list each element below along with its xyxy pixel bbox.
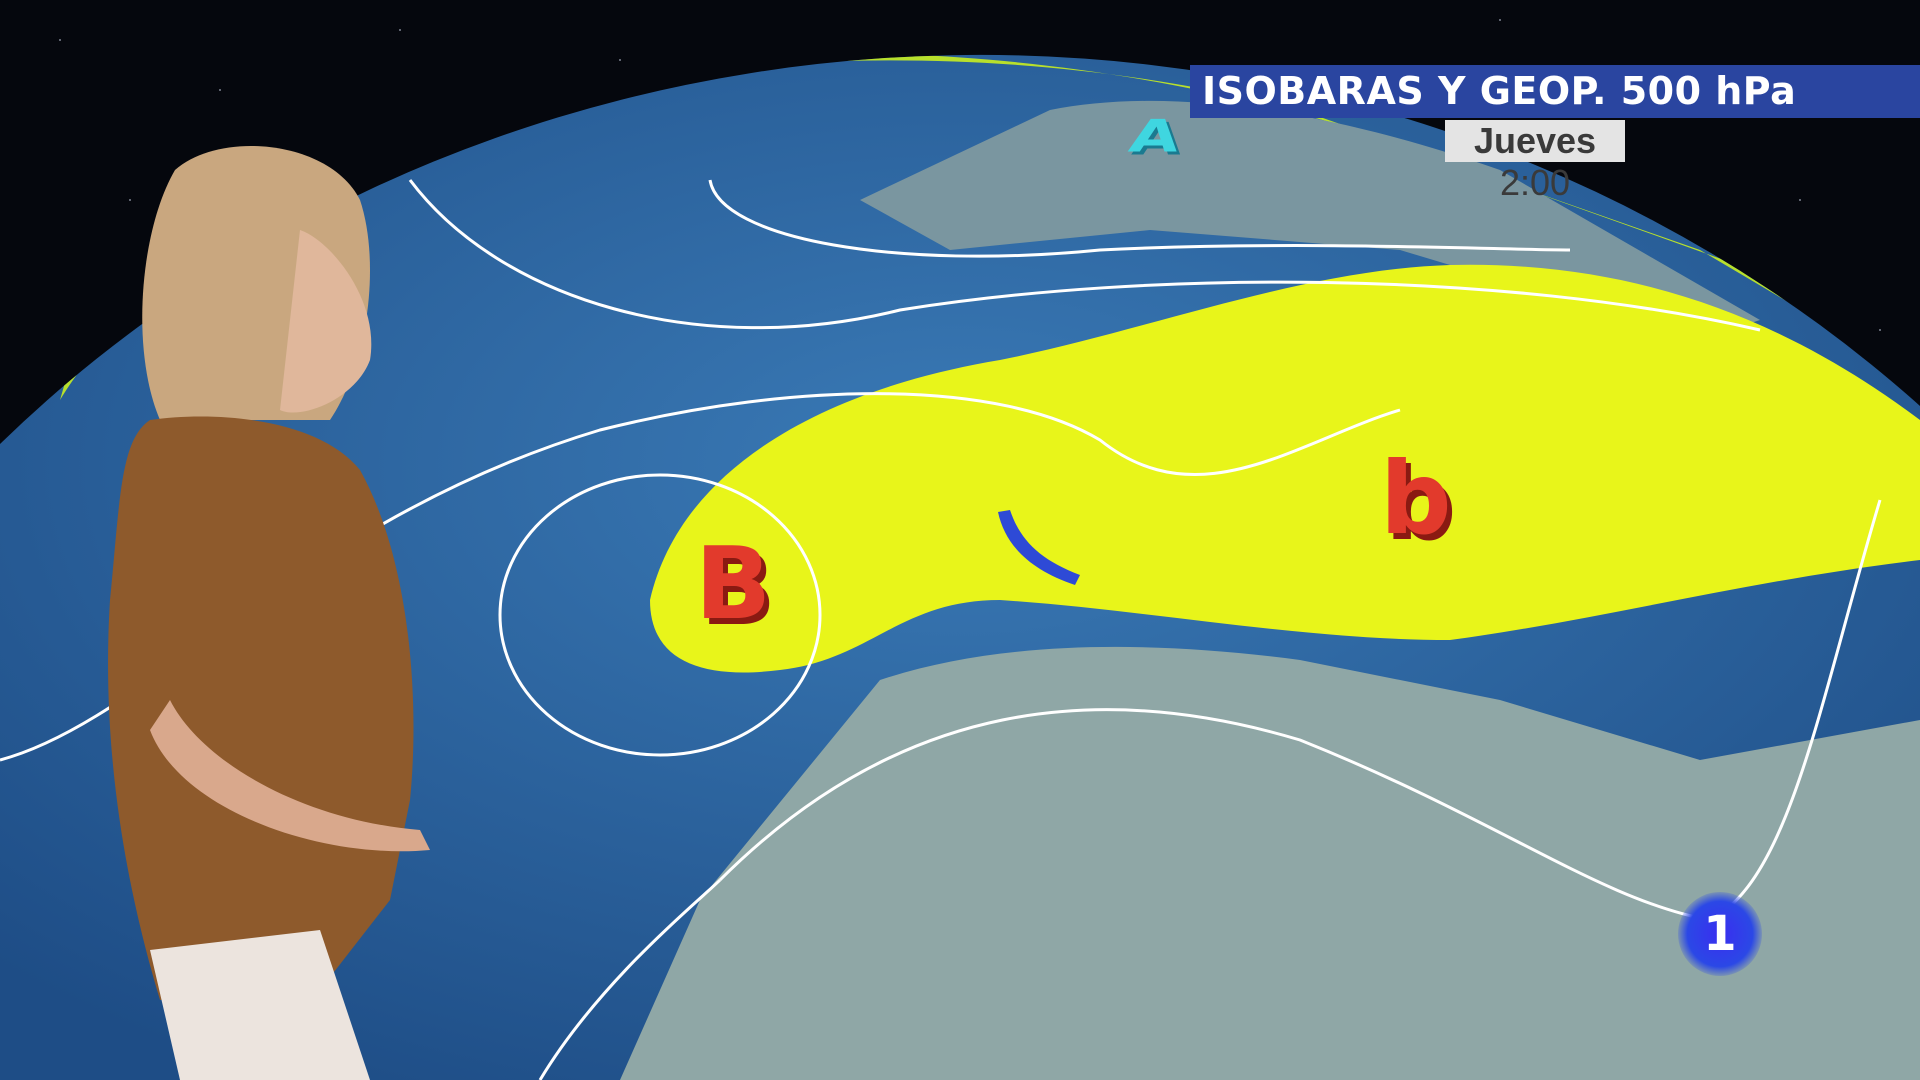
map-title: ISOBARAS Y GEOP. 500 hPa xyxy=(1190,65,1920,118)
high-pressure-label: A xyxy=(1125,111,1185,163)
low-pressure-label-atlantic: B xyxy=(695,525,772,642)
africa-land xyxy=(620,646,1920,1080)
forecast-hour: 2:00 xyxy=(1499,162,1571,203)
channel-logo: 1 xyxy=(1678,892,1762,976)
forecast-time: Jueves 2:00 xyxy=(1445,120,1625,203)
front-marker xyxy=(998,510,1080,585)
stars xyxy=(59,19,1881,331)
isobars xyxy=(0,179,1882,1080)
presenter xyxy=(108,146,430,1080)
geopotential-ridge xyxy=(650,264,1920,673)
forecast-day: Jueves xyxy=(1473,120,1597,161)
low-pressure-label-mediterranean: b xyxy=(1380,440,1452,557)
